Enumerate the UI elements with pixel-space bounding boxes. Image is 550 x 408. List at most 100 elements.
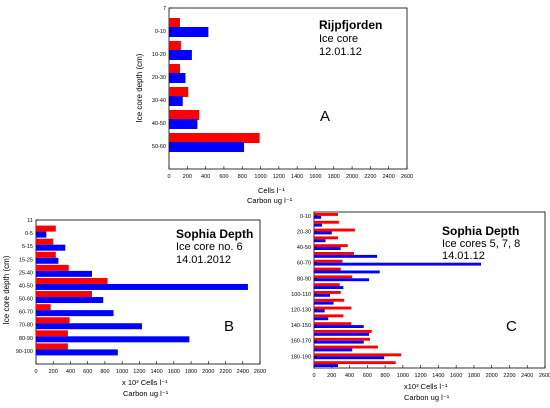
y-tick-label: 50-60 bbox=[19, 297, 33, 303]
bar-20-30-red bbox=[314, 228, 355, 232]
bar-15-25-blue bbox=[36, 257, 59, 264]
x-tick-label: 1200 bbox=[273, 174, 285, 180]
x-tick-label: 0 bbox=[312, 373, 315, 379]
y-tick-label: 40-50 bbox=[19, 283, 33, 289]
x-tick-label: 800 bbox=[238, 174, 247, 180]
bar-40-50-red bbox=[36, 277, 108, 284]
x-tick-label: 1400 bbox=[291, 174, 303, 180]
bar-30-40-blue bbox=[169, 96, 183, 106]
bar-90-100-red bbox=[314, 283, 340, 287]
bar-190-200-blue bbox=[314, 364, 338, 367]
bar-180-190-red bbox=[314, 353, 402, 357]
y-tick-label: 5-15 bbox=[22, 244, 33, 250]
bar-120-130-blue bbox=[314, 309, 325, 313]
bar-20-30-red bbox=[169, 64, 180, 74]
bar-90-100-blue bbox=[314, 286, 344, 289]
bar-70-80-red bbox=[314, 267, 341, 271]
x-tick-label: 400 bbox=[345, 373, 354, 379]
x-tick-label: 2600 bbox=[254, 369, 266, 375]
bar-25-40-blue bbox=[36, 270, 92, 277]
x-tick-label: 2200 bbox=[364, 174, 376, 180]
x-tick-label: 200 bbox=[49, 369, 58, 375]
bar-90-100-blue bbox=[36, 349, 118, 356]
x-tick-label: 2000 bbox=[202, 369, 214, 375]
annotation-title: Sophia Depth bbox=[176, 227, 253, 241]
x-tick-label: 1600 bbox=[168, 369, 180, 375]
bar-80-90-red bbox=[36, 330, 68, 337]
x-tick-label: 1000 bbox=[397, 373, 409, 379]
bar-0-10-blue bbox=[314, 215, 322, 219]
bar-50-60-red bbox=[169, 133, 260, 143]
x-tick-label: 1800 bbox=[185, 369, 197, 375]
x-tick-label: 200 bbox=[327, 373, 336, 379]
y-tick-label: 140-150 bbox=[291, 323, 311, 329]
bar-0-5-blue bbox=[36, 231, 47, 238]
x-tick-label: 800 bbox=[380, 373, 389, 379]
bar-50-60-red bbox=[314, 252, 354, 255]
y-tick-label: 0-10 bbox=[155, 29, 166, 35]
x-tick-label: 2400 bbox=[521, 373, 533, 379]
bar-50-60-red bbox=[36, 291, 92, 298]
bar-80-90-red bbox=[314, 275, 353, 279]
y-tick-label: 15-25 bbox=[19, 257, 33, 263]
bar-30-40-red bbox=[314, 236, 338, 240]
x-tick-label: 600 bbox=[363, 373, 372, 379]
bar-group bbox=[36, 225, 248, 356]
y-tick-label: 30-40 bbox=[152, 98, 166, 104]
bar-100-110-blue bbox=[314, 293, 330, 297]
x-tick-label: 2000 bbox=[346, 174, 358, 180]
panel-letter: C bbox=[506, 318, 517, 335]
bar-40-50-blue bbox=[36, 283, 248, 290]
x-tick-label: 800 bbox=[100, 369, 109, 375]
bar-40-50-red bbox=[169, 110, 200, 120]
y-tick-label: 70-80 bbox=[19, 323, 33, 329]
bar-50-60-blue bbox=[314, 254, 378, 258]
x-tick-label: 1000 bbox=[116, 369, 128, 375]
x-tick-label: 600 bbox=[219, 174, 228, 180]
annotation-title: Rijpfjorden bbox=[319, 18, 382, 32]
annotation-line1: Ice core no. 6 bbox=[176, 241, 243, 253]
bar-170-180-red bbox=[314, 345, 378, 349]
bar-150-160-red bbox=[314, 330, 372, 333]
x-tick-label: 1400 bbox=[432, 373, 444, 379]
y-axis-ticks: 0-10 20-30 40-50 60-70 80-90 100-110 120-130 14… bbox=[291, 214, 317, 360]
y-tick-label: 180-190 bbox=[291, 354, 311, 360]
x-tick-label: 2400 bbox=[237, 369, 249, 375]
bar-30-40-red bbox=[169, 87, 189, 97]
panel-c: 0-10 20-30 40-50 60-70 80-90 100-110 120-130 14… bbox=[291, 211, 550, 402]
bar-120-130-red bbox=[314, 306, 352, 310]
bar-130-140-blue bbox=[314, 317, 329, 321]
x-tick-label: 400 bbox=[201, 174, 210, 180]
y-tick-label: 60-70 bbox=[297, 261, 311, 267]
x-axis-label-line2: Carbon ug l⁻¹ bbox=[247, 196, 293, 205]
y-tick-label: 20-30 bbox=[152, 75, 166, 81]
x-axis-label-line2: Carbon ug l⁻¹ bbox=[404, 393, 450, 402]
bar-70-80-blue bbox=[314, 270, 380, 274]
y-tick-label: 7 bbox=[163, 6, 166, 12]
bar-160-170-blue bbox=[314, 340, 364, 344]
bar-130-140-red bbox=[314, 314, 344, 318]
bar-0-10-red bbox=[314, 213, 338, 216]
x-axis-label-line1: x10³ Cells l⁻¹ bbox=[404, 382, 448, 391]
x-tick-label: 0 bbox=[167, 174, 170, 180]
y-tick-label: 120-130 bbox=[291, 308, 311, 314]
bar-60-70-red bbox=[36, 304, 51, 311]
x-tick-label: 600 bbox=[83, 369, 92, 375]
bar-40-50-red bbox=[314, 244, 348, 248]
x-tick-label: 1800 bbox=[328, 174, 340, 180]
x-tick-label: 1200 bbox=[133, 369, 145, 375]
bar-5-15-blue bbox=[36, 244, 66, 251]
bar-100-110-red bbox=[314, 291, 341, 294]
bar-110-120-blue bbox=[314, 301, 334, 305]
bar-group bbox=[169, 18, 260, 152]
y-tick-label: 80-90 bbox=[19, 336, 33, 342]
y-tick-label: 90-100 bbox=[16, 349, 33, 355]
x-axis-ticks: 0 200 400 600 800 1000 1200 1400 1600 1800 2000 220… bbox=[167, 166, 413, 180]
y-axis-label: Ice core depth (cm) bbox=[135, 53, 144, 122]
bar-20-30-blue bbox=[314, 231, 332, 235]
bar-10-20-blue bbox=[314, 223, 322, 227]
x-axis-ticks: 0 200 400 600 800 1000 1200 1400 1600 1800 2000 220… bbox=[312, 365, 550, 379]
y-tick-label: 10-20 bbox=[152, 52, 166, 58]
x-axis-ticks: 0 200 400 600 800 1000 1200 1400 1600 1800 2000 220… bbox=[34, 361, 266, 375]
x-axis-label-line1: Cells l⁻¹ bbox=[258, 186, 285, 195]
